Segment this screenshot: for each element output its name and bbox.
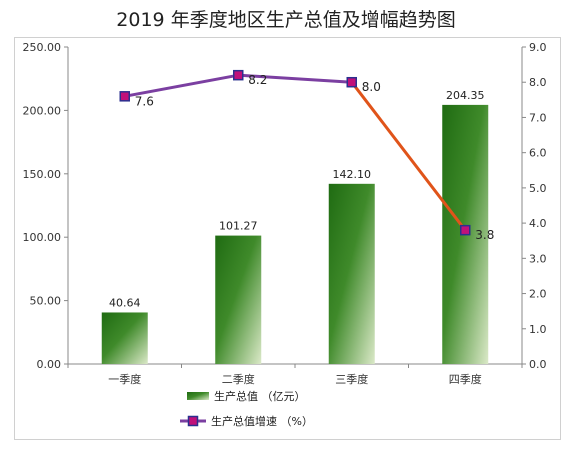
x-category-label: 四季度	[449, 372, 482, 386]
growth-value-label: 8.2	[248, 73, 267, 87]
bar-value-label: 101.27	[219, 220, 258, 233]
right-y-tick-label: 6.0	[529, 147, 547, 160]
bar-value-label: 40.64	[109, 296, 141, 309]
growth-point	[119, 91, 130, 102]
right-y-tick-label: 4.0	[529, 217, 547, 230]
bars-layer	[101, 104, 489, 364]
left-y-tick-label: 150.00	[23, 168, 62, 181]
legend-line-marker	[187, 415, 199, 427]
x-category-label: 二季度	[222, 372, 255, 386]
growth-value-label: 8.0	[362, 80, 381, 94]
legend-line-label: 生产总值增速 （%）	[211, 414, 313, 428]
right-y-tick-label: 8.0	[529, 76, 547, 89]
chart-area	[14, 37, 561, 440]
growth-line-layer	[119, 69, 471, 236]
legend: 生产总值 （亿元） 生产总值增速 （%）	[180, 389, 313, 428]
left-y-tick-label: 100.00	[23, 231, 62, 244]
right-y-tick-label: 5.0	[529, 182, 547, 195]
growth-point	[460, 224, 471, 236]
right-y-tick-label: 2.0	[529, 288, 547, 301]
left-y-tick-label: 250.00	[23, 41, 62, 54]
legend-bar-swatch	[187, 392, 209, 400]
bar-value-label: 204.35	[446, 89, 485, 102]
growth-line-segment	[236, 73, 354, 84]
x-category-label: 一季度	[108, 372, 141, 386]
bar	[101, 312, 148, 364]
right-y-tick-label: 1.0	[529, 323, 547, 336]
legend-bar-label: 生产总值 （亿元）	[214, 389, 306, 403]
growth-value-label: 3.8	[475, 228, 494, 242]
growth-point	[233, 69, 244, 81]
right-y-tick-label: 7.0	[529, 111, 547, 124]
left-y-tick-label: 200.00	[23, 104, 62, 117]
growth-line-segment	[123, 73, 240, 98]
bar	[215, 235, 262, 364]
right-y-tick-label: 9.0	[529, 41, 547, 54]
x-category-label: 三季度	[335, 372, 368, 386]
growth-line-segment	[350, 80, 467, 232]
right-y-tick-label: 0.0	[529, 358, 547, 371]
growth-value-label: 7.6	[135, 94, 154, 108]
right-y-tick-label: 3.0	[529, 252, 547, 265]
bar	[328, 183, 375, 364]
labels-layer: 40.64 101.27 142.10 204.35 7.6 8.2 8.0 3.8	[109, 73, 494, 309]
chart-title: 2019 年季度地区生产总值及增幅趋势图	[116, 9, 456, 31]
bar-value-label: 142.10	[333, 168, 372, 181]
left-y-tick-label: 0.00	[37, 358, 62, 371]
growth-point	[346, 76, 357, 88]
left-y-tick-label: 50.00	[30, 295, 62, 308]
